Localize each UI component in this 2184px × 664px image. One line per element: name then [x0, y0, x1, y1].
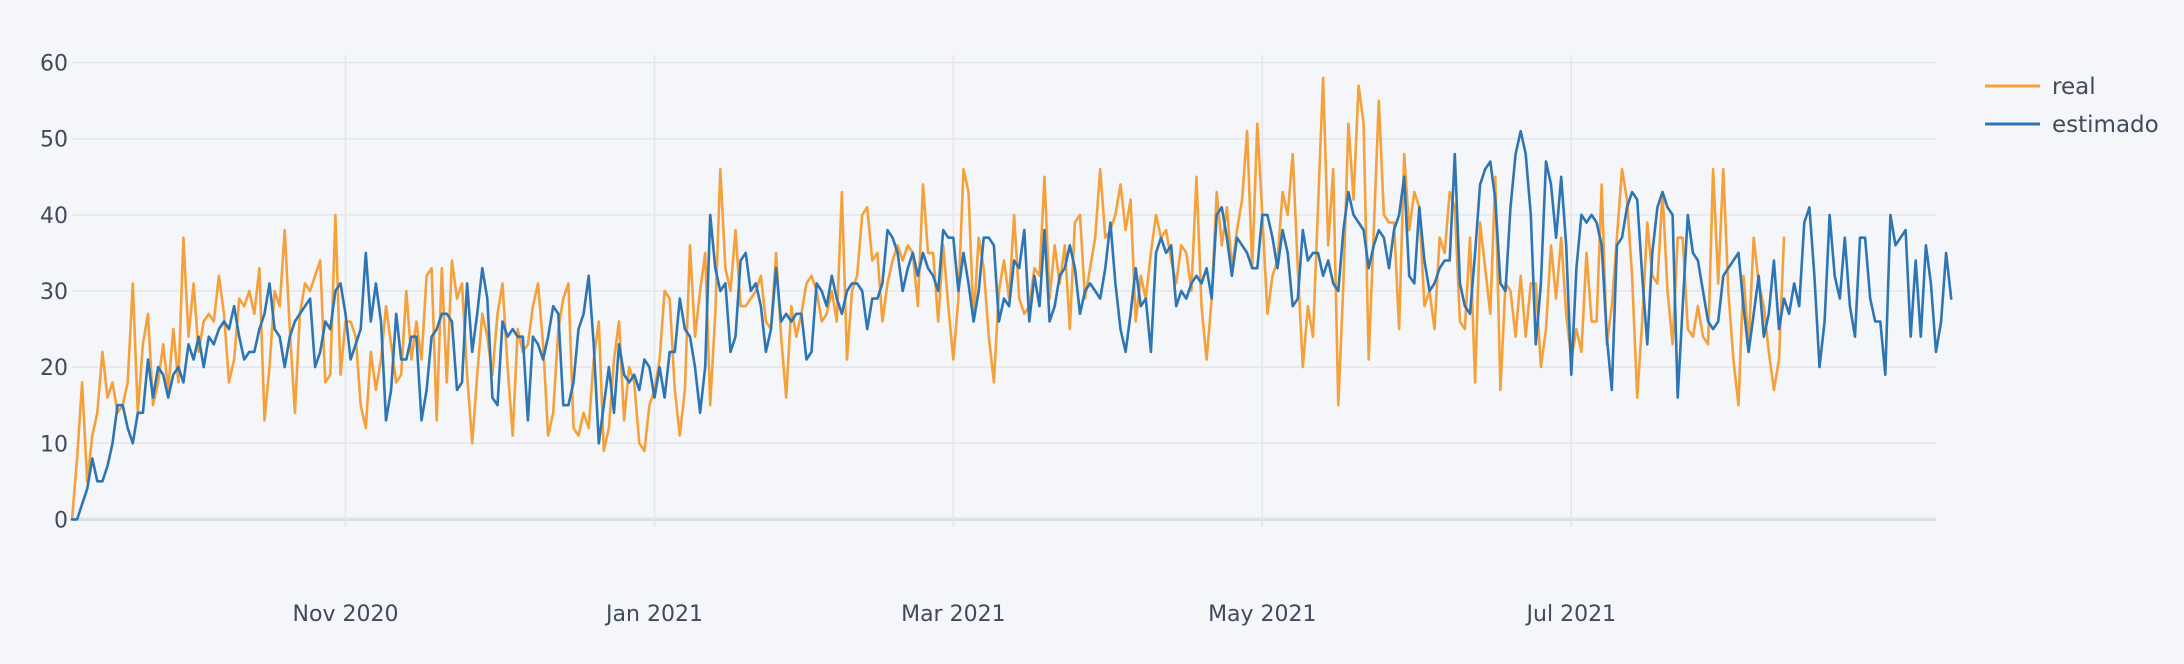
legend-label-estimado: estimado	[2052, 112, 2159, 138]
series-lines	[70, 76, 1953, 521]
x-tick-label: Jan 2021	[604, 602, 703, 627]
x-tick-label: Mar 2021	[901, 602, 1006, 627]
x-tick-label: Nov 2020	[293, 602, 399, 627]
y-tick-label: 20	[40, 356, 68, 381]
x-tick-label: Jul 2021	[1525, 602, 1617, 627]
series-line-real	[70, 76, 1786, 521]
legend: real estimado	[1985, 74, 2159, 138]
y-tick-label: 40	[40, 204, 68, 229]
series-line-estimado	[70, 129, 1953, 521]
x-tick-label: May 2021	[1208, 602, 1316, 627]
y-tick-label: 10	[40, 432, 68, 457]
legend-label-real: real	[2052, 74, 2096, 100]
y-tick-label: 60	[40, 52, 68, 77]
y-tick-label: 50	[40, 128, 68, 153]
y-tick-label: 0	[54, 508, 68, 533]
axes: 0 10 20 30 40 50 60 Nov 2020 Jan 2021 Mar 2021 May…	[40, 52, 1616, 627]
y-tick-label: 30	[40, 280, 68, 305]
